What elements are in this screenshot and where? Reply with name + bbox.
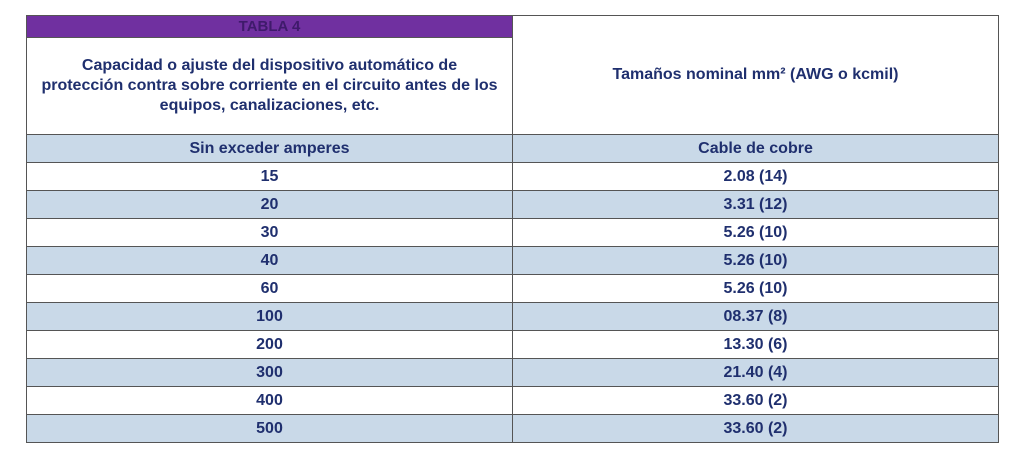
- cable-subheader: Cable de cobre: [512, 134, 999, 163]
- table-title-row: TABLA 4 Tamaños nominal mm² (AWG o kcmil…: [26, 15, 999, 135]
- conductor-table-container: TABLA 4 Tamaños nominal mm² (AWG o kcmil…: [26, 15, 999, 443]
- cable-size-cell: 21.40 (4): [512, 358, 999, 387]
- cable-size-cell: 3.31 (12): [512, 190, 999, 219]
- table-row: 200 13.30 (6): [26, 330, 999, 359]
- amperes-cell: 200: [26, 330, 513, 359]
- cable-size-cell: 33.60 (2): [512, 414, 999, 443]
- cable-size-cell: 08.37 (8): [512, 302, 999, 331]
- cable-size-cell: 5.26 (10): [512, 246, 999, 275]
- cable-size-cell: 5.26 (10): [512, 274, 999, 303]
- table-row: 15 2.08 (14): [26, 162, 999, 191]
- table-description-row: Capacidad o ajuste del dispositivo autom…: [26, 37, 999, 135]
- table-row: 20 3.31 (12): [26, 190, 999, 219]
- amperes-cell: 100: [26, 302, 513, 331]
- amperes-cell: 30: [26, 218, 513, 247]
- amperes-cell: 20: [26, 190, 513, 219]
- table-row: 400 33.60 (2): [26, 386, 999, 415]
- table-title: TABLA 4: [26, 15, 513, 38]
- amperes-cell: 300: [26, 358, 513, 387]
- table-row: 300 21.40 (4): [26, 358, 999, 387]
- right-column-header: Tamaños nominal mm² (AWG o kcmil): [512, 15, 999, 135]
- table-row: 100 08.37 (8): [26, 302, 999, 331]
- cable-size-cell: 5.26 (10): [512, 218, 999, 247]
- amperes-cell: 40: [26, 246, 513, 275]
- amperes-cell: 400: [26, 386, 513, 415]
- table-row: 40 5.26 (10): [26, 246, 999, 275]
- left-column-header: Capacidad o ajuste del dispositivo autom…: [26, 37, 513, 135]
- amperes-subheader: Sin exceder amperes: [26, 134, 513, 163]
- cable-size-cell: 33.60 (2): [512, 386, 999, 415]
- cable-size-cell: 13.30 (6): [512, 330, 999, 359]
- table-row: 60 5.26 (10): [26, 274, 999, 303]
- amperes-cell: 15: [26, 162, 513, 191]
- cable-size-cell: 2.08 (14): [512, 162, 999, 191]
- amperes-cell: 60: [26, 274, 513, 303]
- table-row: 500 33.60 (2): [26, 414, 999, 443]
- amperes-cell: 500: [26, 414, 513, 443]
- table-row: 30 5.26 (10): [26, 218, 999, 247]
- subheader-row: Sin exceder amperes Cable de cobre: [26, 134, 999, 163]
- conductor-size-table: TABLA 4 Tamaños nominal mm² (AWG o kcmil…: [26, 15, 999, 443]
